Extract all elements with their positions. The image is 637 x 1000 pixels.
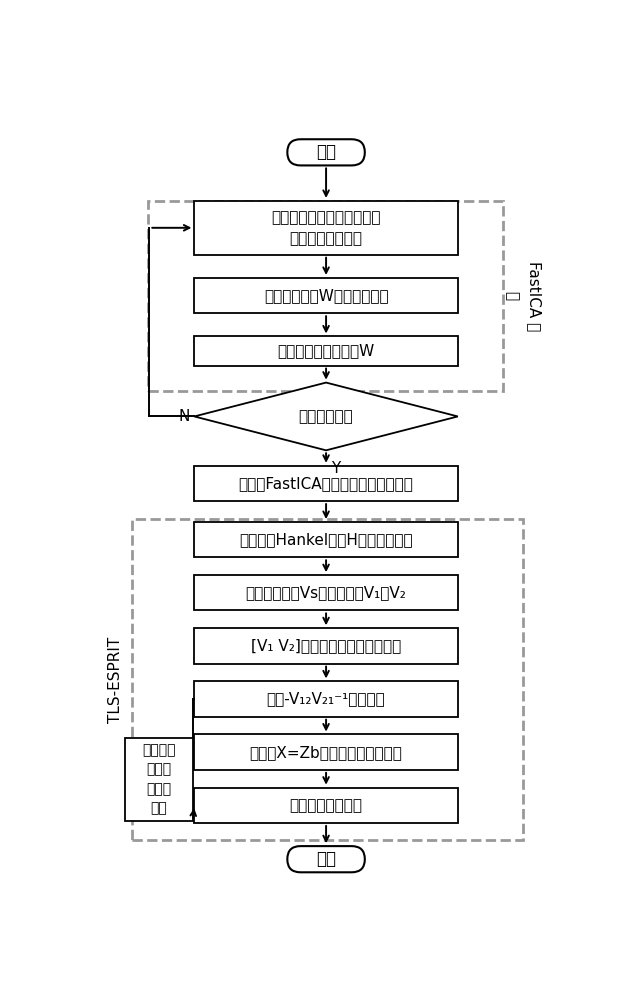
Text: 结束: 结束 <box>316 850 336 868</box>
Bar <box>194 575 458 610</box>
Text: [V₁ V₂]奇异值分解得右特征向量: [V₁ V₂]奇异值分解得右特征向量 <box>251 638 401 653</box>
Text: 解方程X=Zb求出幅值和相位信息: 解方程X=Zb求出幅值和相位信息 <box>250 745 403 760</box>
Text: 从信号子空间Vs中生成矩阵V₁、V₂: 从信号子空间Vs中生成矩阵V₁、V₂ <box>246 585 406 600</box>
FancyBboxPatch shape <box>287 139 365 165</box>
Text: 得到振荡模态参数: 得到振荡模态参数 <box>290 798 362 813</box>
Bar <box>194 788 458 823</box>
Polygon shape <box>194 383 458 450</box>
Bar <box>125 738 193 821</box>
Text: 判断是否收敛: 判断是否收敛 <box>299 409 354 424</box>
Text: 开始: 开始 <box>316 143 336 161</box>
FancyBboxPatch shape <box>287 846 365 872</box>
Text: 求频率、
衰减因
子、阻
尼比: 求频率、 衰减因 子、阻 尼比 <box>142 743 175 815</box>
Bar <box>194 466 458 501</box>
Bar <box>194 522 458 557</box>
Bar <box>148 201 503 391</box>
Text: TLS-ESPRIT: TLS-ESPRIT <box>108 636 123 723</box>
Bar <box>194 201 458 255</box>
Text: 构建分离矩阵W并求其逆矩阵: 构建分离矩阵W并求其逆矩阵 <box>264 288 389 303</box>
Bar <box>194 628 458 664</box>
Bar <box>194 681 458 717</box>
Text: 对利用FastICA恢复出的信号进行采样: 对利用FastICA恢复出的信号进行采样 <box>239 476 413 491</box>
Bar <box>194 278 458 313</box>
Text: 获取低频振荡信号并进行零
均值化和白化处理: 获取低频振荡信号并进行零 均值化和白化处理 <box>271 210 381 246</box>
Text: Y: Y <box>331 461 340 476</box>
Text: 迭代循环，不断更新W: 迭代循环，不断更新W <box>278 344 375 359</box>
Text: 求构造的Hankel矩阵H的右特征向量: 求构造的Hankel矩阵H的右特征向量 <box>240 532 413 547</box>
Text: FastICA 处
理: FastICA 处 理 <box>505 261 541 331</box>
Text: N: N <box>178 409 190 424</box>
Bar <box>194 734 458 770</box>
Bar <box>194 336 458 366</box>
Text: 计算-V₁₂V₂₁⁻¹的特征值: 计算-V₁₂V₂₁⁻¹的特征值 <box>267 692 385 707</box>
Bar <box>132 519 523 840</box>
